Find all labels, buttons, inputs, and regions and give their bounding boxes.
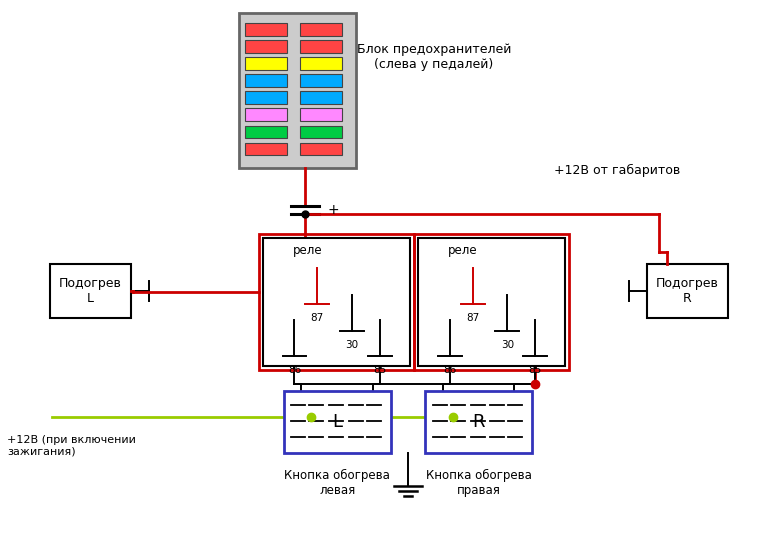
Text: +12В от габаритов: +12В от габаритов: [554, 164, 681, 177]
Bar: [300, 108, 342, 121]
Text: Подогрев
R: Подогрев R: [656, 277, 719, 305]
Text: 86: 86: [288, 364, 301, 375]
Text: +12В (при включении
зажигания): +12В (при включении зажигания): [7, 435, 136, 457]
Bar: [245, 143, 286, 155]
Text: Подогрев
L: Подогрев L: [59, 277, 122, 305]
Bar: [425, 392, 532, 453]
Text: Кнопка обогрева
правая: Кнопка обогрева правая: [426, 469, 531, 497]
Text: L: L: [332, 413, 342, 431]
Bar: [300, 24, 342, 36]
Bar: [50, 264, 131, 318]
Bar: [300, 143, 342, 155]
Text: R: R: [472, 413, 485, 431]
Bar: [647, 264, 728, 318]
Bar: [245, 57, 286, 70]
Bar: [418, 238, 565, 365]
Bar: [300, 125, 342, 138]
Text: реле: реле: [447, 243, 478, 257]
Bar: [245, 125, 286, 138]
Text: 86: 86: [443, 364, 457, 375]
Bar: [300, 40, 342, 53]
Text: 87: 87: [466, 313, 479, 323]
Bar: [258, 234, 414, 370]
Bar: [300, 57, 342, 70]
Text: Кнопка обогрева
левая: Кнопка обогрева левая: [284, 469, 391, 497]
Bar: [245, 91, 286, 104]
Text: 30: 30: [345, 340, 359, 350]
Bar: [283, 392, 391, 453]
Bar: [300, 91, 342, 104]
Text: +: +: [328, 203, 339, 217]
Bar: [239, 13, 356, 167]
Text: реле: реле: [293, 243, 322, 257]
Text: 85: 85: [528, 364, 542, 375]
Text: 85: 85: [373, 364, 387, 375]
Text: Блок предохранителей
(слева у педалей): Блок предохранителей (слева у педалей): [356, 43, 511, 71]
Text: 87: 87: [310, 313, 324, 323]
Bar: [245, 74, 286, 88]
Bar: [414, 234, 569, 370]
Bar: [245, 108, 286, 121]
Bar: [245, 40, 286, 53]
Text: 30: 30: [501, 340, 514, 350]
Bar: [263, 238, 410, 365]
Bar: [245, 24, 286, 36]
Bar: [300, 74, 342, 88]
